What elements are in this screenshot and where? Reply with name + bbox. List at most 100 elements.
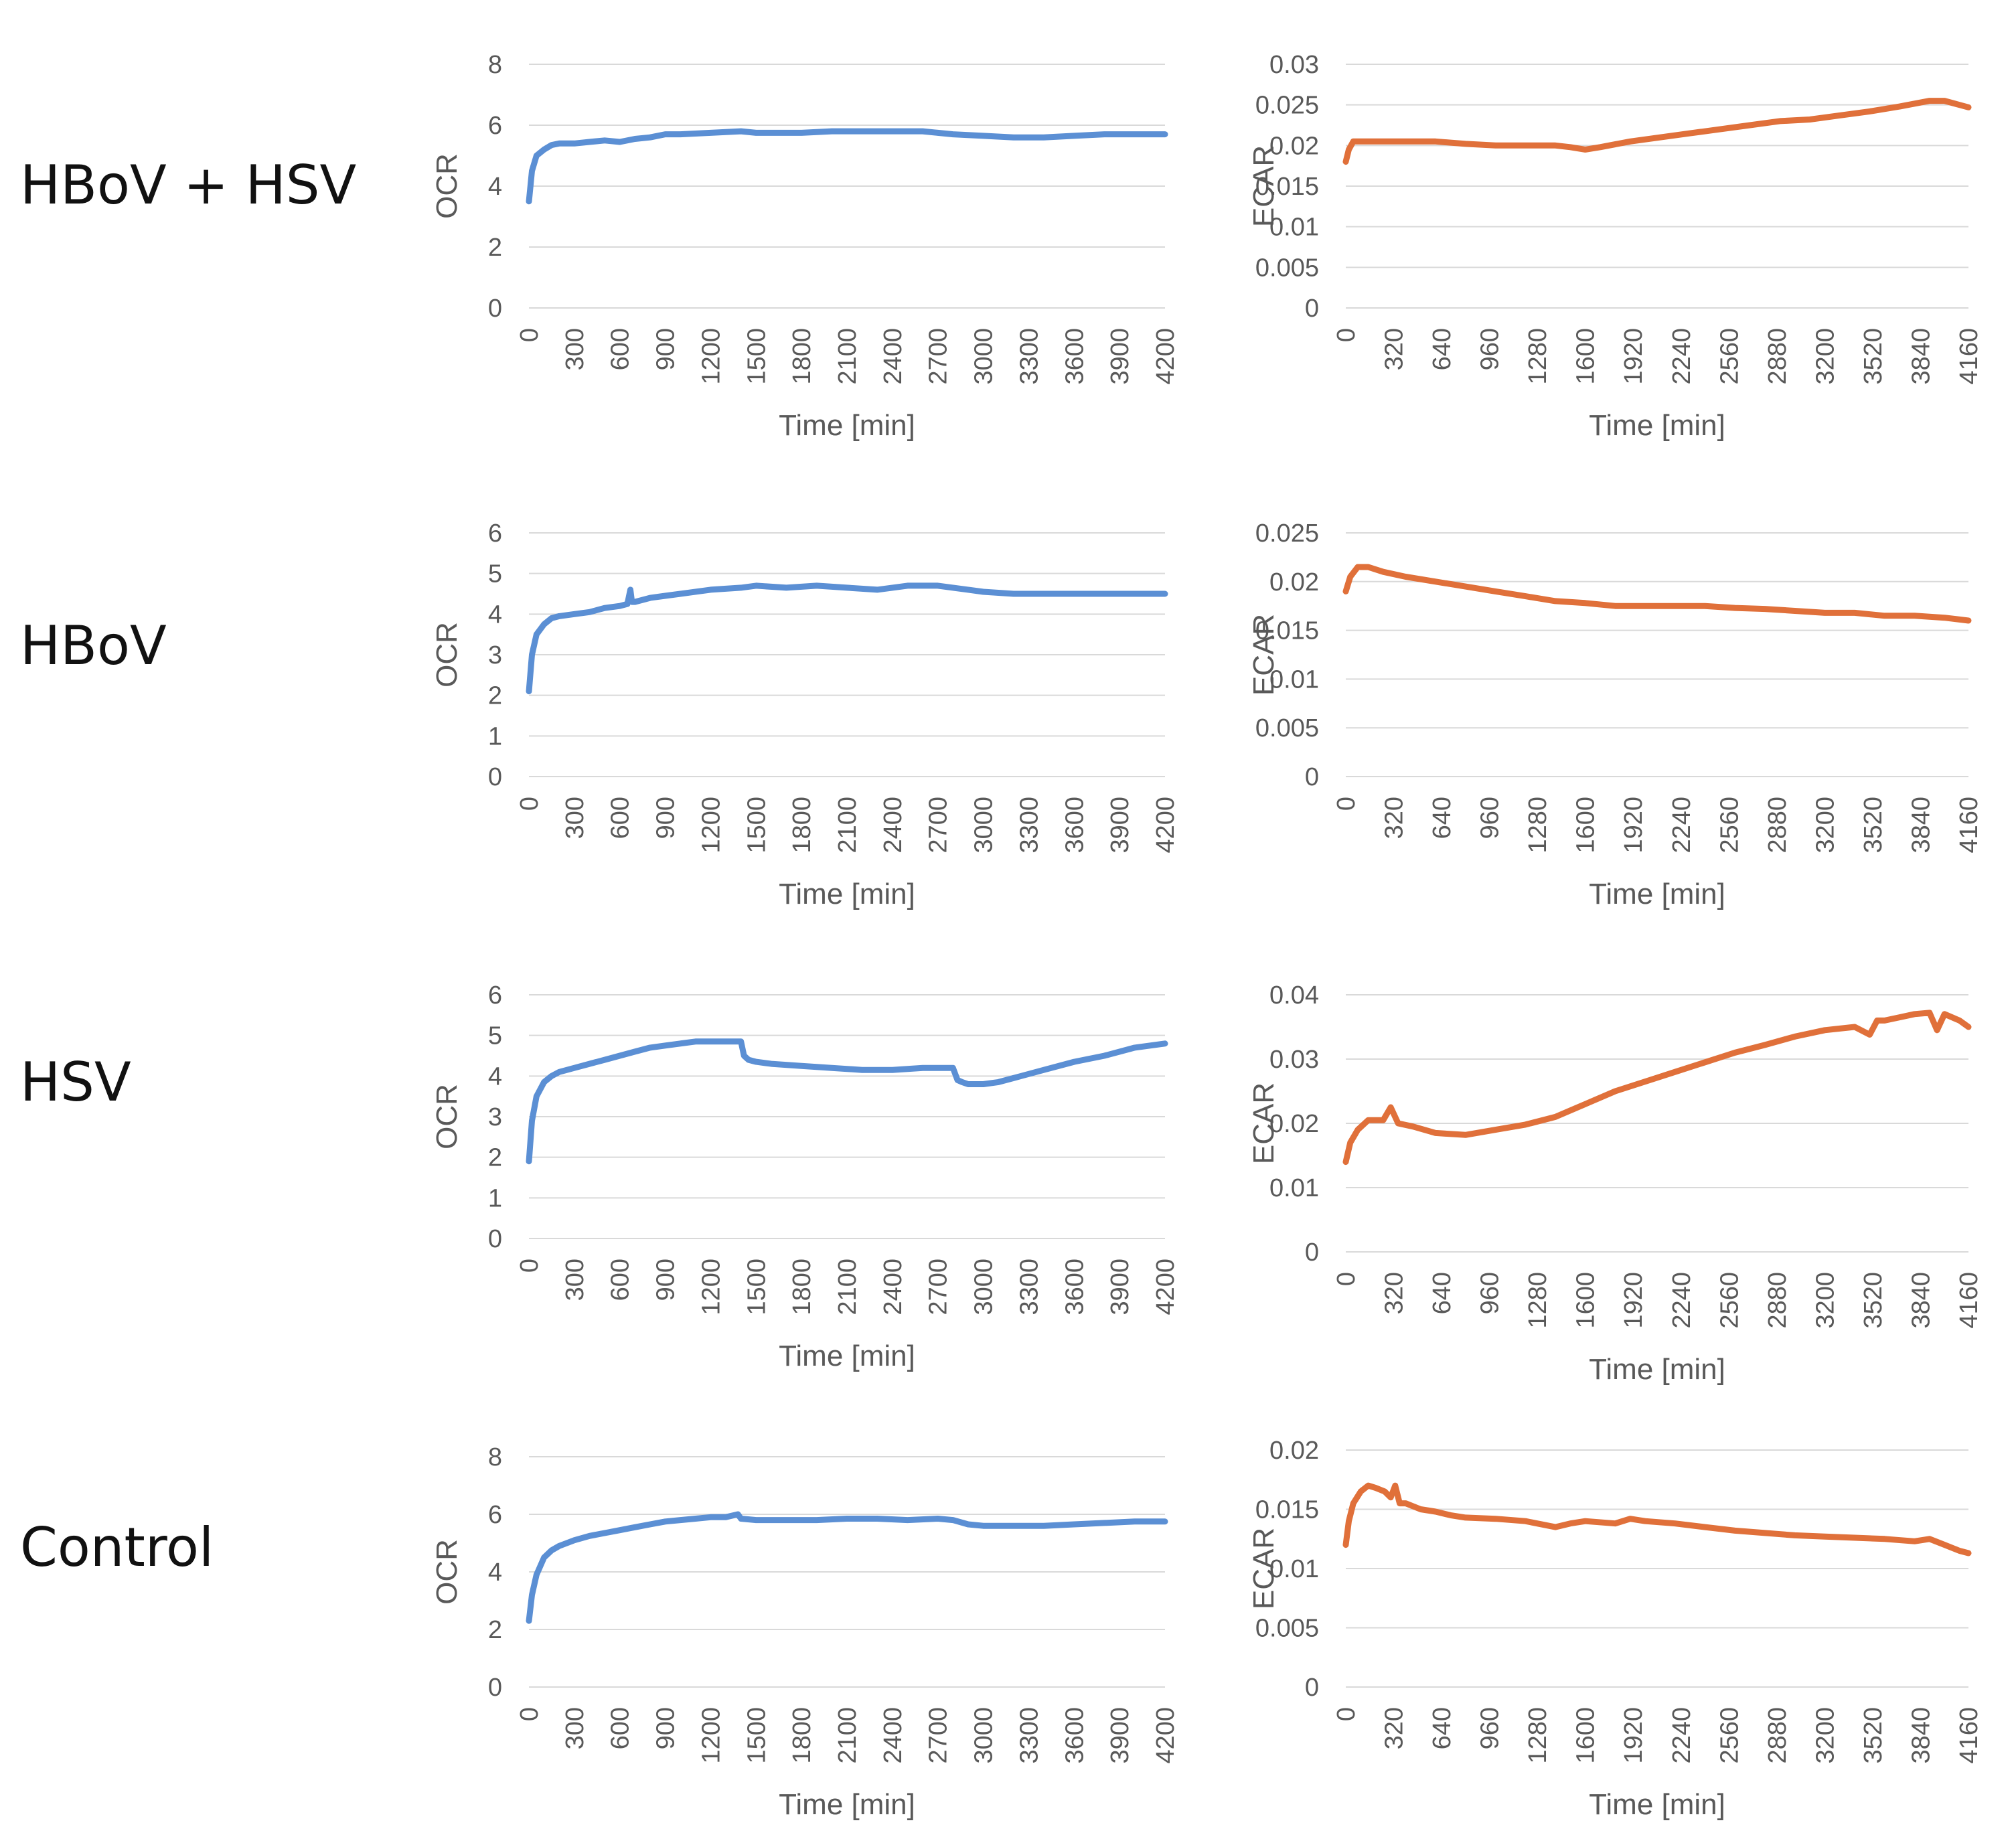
x-tick-label: 0	[1332, 1707, 1361, 1721]
x-tick-label: 320	[1381, 1707, 1409, 1749]
ocr-chart-control: 0 2 4 6 8 0 300 600 900 1200 1500 1800 2100 2400 2700 3…	[429, 1433, 1180, 1834]
x-tick-label: 4200	[1152, 328, 1180, 385]
x-tick-label: 1600	[1572, 797, 1600, 854]
y-axis-title: OCR	[431, 1084, 463, 1149]
ecar-chart-hbov: 0 0.005 0.01 0.015 0.02 0.025 0 320 640 960 1280 16…	[1245, 509, 1983, 924]
x-tick-label: 1920	[1620, 1272, 1648, 1329]
ocr-chart-hbov: 0 1 2 3 4 5 6 0 300 600 900 1200 1500 1800 2100 2400 270…	[429, 509, 1180, 924]
x-tick-label: 4160	[1955, 1272, 1983, 1329]
x-axis-title: Time [min]	[1589, 1788, 1725, 1821]
x-tick-label: 3600	[1061, 1707, 1089, 1764]
x-axis-title: Time [min]	[779, 409, 915, 442]
y-axis-title: ECAR	[1247, 145, 1280, 227]
series-line-ecar	[1342, 564, 1972, 624]
x-tick-label: 3520	[1859, 1272, 1887, 1329]
x-tick-label: 1280	[1524, 328, 1552, 385]
x-tick-label: 2240	[1668, 1272, 1696, 1329]
y-tick-label: 2	[488, 682, 502, 710]
y-tick-label: 0	[1305, 1674, 1319, 1702]
x-tick-label: 1920	[1620, 328, 1648, 385]
x-tick-label: 1800	[788, 328, 816, 385]
row-label-control: Control	[20, 1516, 214, 1579]
x-tick-label: 3900	[1106, 328, 1134, 385]
x-tick-label: 1920	[1620, 1707, 1648, 1764]
x-tick-label: 3840	[1907, 1707, 1935, 1764]
x-tick-label: 2240	[1668, 797, 1696, 854]
y-tick-label: 0.015	[1255, 173, 1319, 201]
y-tick-label: 0.025	[1255, 92, 1319, 120]
y-tick-label: 0.01	[1269, 214, 1319, 242]
ocr-chart-hbov-hsv: 0 2 4 6 8 0 300 600 900 1200 1500 1800 2100 2400 2700 3…	[429, 40, 1180, 455]
x-tick-label: 1800	[788, 1259, 816, 1315]
y-tick-label: 0.015	[1255, 617, 1319, 645]
ocr-hbov-svg: 0 1 2 3 4 5 6 0 300 600 900 1200 1500 1800 2100 2400 270…	[431, 519, 1180, 910]
x-tick-label: 300	[561, 1707, 589, 1749]
y-tick-label: 4	[488, 173, 502, 201]
x-tick-label: 640	[1428, 328, 1456, 370]
y-axis-title: OCR	[431, 153, 463, 219]
x-tick-label: 3200	[1811, 1707, 1839, 1764]
y-tick-label: 0.02	[1269, 1110, 1319, 1138]
x-tick-label: 1200	[697, 328, 725, 385]
x-tick-label: 1280	[1524, 1272, 1552, 1329]
x-tick-label: 320	[1381, 1272, 1409, 1314]
ecar-control-svg: 0 0.005 0.01 0.015 0.02 0 320 640 960 1280 1600 192…	[1247, 1437, 1983, 1821]
x-tick-label: 3300	[1015, 328, 1043, 385]
x-tick-label: 2240	[1668, 1707, 1696, 1764]
y-tick-label: 0	[488, 1674, 502, 1702]
x-tick-label: 4160	[1955, 1707, 1983, 1764]
x-tick-label: 3520	[1859, 797, 1887, 854]
x-tick-label: 320	[1381, 797, 1409, 839]
x-tick-label: 3840	[1907, 328, 1935, 385]
x-tick-label: 0	[516, 1259, 544, 1273]
x-tick-label: 640	[1428, 797, 1456, 839]
x-tick-label: 2400	[879, 1259, 907, 1315]
series-line-ecar	[1342, 1482, 1972, 1556]
x-tick-label: 2100	[834, 1707, 862, 1764]
x-tick-label: 3600	[1061, 328, 1089, 385]
x-tick-label: 2700	[925, 797, 953, 854]
x-axis-title: Time [min]	[1589, 409, 1725, 442]
x-tick-label: 3520	[1859, 1707, 1887, 1764]
x-tick-label: 3900	[1106, 797, 1134, 854]
x-tick-label: 3000	[970, 797, 998, 854]
x-tick-label: 2560	[1715, 1707, 1743, 1764]
x-tick-label: 3000	[970, 328, 998, 385]
series-line-ecar	[1342, 1010, 1972, 1166]
ecar-hsv-svg: 0 0.01 0.02 0.03 0.04 0 320 640 960 1280 1600 1920 2…	[1247, 981, 1983, 1386]
y-tick-label: 8	[488, 51, 502, 79]
y-tick-label: 6	[488, 981, 502, 1010]
y-tick-label: 0.03	[1269, 1046, 1319, 1074]
x-tick-label: 2100	[834, 1259, 862, 1315]
row-label-hbov: HBoV	[20, 615, 167, 677]
x-tick-label: 900	[652, 1707, 680, 1749]
series-line-ecar	[1342, 98, 1972, 165]
y-tick-label: 3	[488, 1103, 502, 1131]
x-tick-label: 2880	[1764, 1272, 1792, 1329]
row-label-hbov-hsv: HBoV + HSV	[20, 154, 357, 216]
x-tick-label: 4200	[1152, 1259, 1180, 1315]
x-tick-label: 2100	[834, 328, 862, 385]
x-tick-label: 1500	[743, 1259, 771, 1315]
x-tick-label: 960	[1476, 328, 1504, 370]
x-tick-label: 300	[561, 797, 589, 839]
y-tick-label: 0	[1305, 1238, 1319, 1267]
x-tick-label: 1200	[697, 1707, 725, 1764]
x-tick-label: 2880	[1764, 797, 1792, 854]
x-tick-label: 2240	[1668, 328, 1696, 385]
x-tick-label: 300	[561, 1259, 589, 1301]
y-tick-label: 0.01	[1269, 1174, 1319, 1202]
y-tick-label: 5	[488, 1022, 502, 1050]
x-tick-label: 0	[1332, 1272, 1361, 1286]
x-axis-title: Time [min]	[779, 1788, 915, 1821]
ecar-hbov-hsv-svg: 0 0.005 0.01 0.015 0.02 0.025 0.03 0 320 640 960 12…	[1247, 51, 1983, 442]
x-tick-label: 0	[516, 797, 544, 811]
y-axis-title: ECAR	[1247, 1528, 1280, 1609]
row-label-hsv: HSV	[20, 1051, 131, 1113]
x-tick-label: 960	[1476, 1272, 1504, 1314]
x-tick-label: 600	[607, 1259, 635, 1301]
x-tick-label: 0	[1332, 797, 1361, 811]
y-tick-label: 0.005	[1255, 1615, 1319, 1643]
y-tick-label: 0	[488, 1225, 502, 1253]
y-tick-label: 0	[1305, 763, 1319, 791]
